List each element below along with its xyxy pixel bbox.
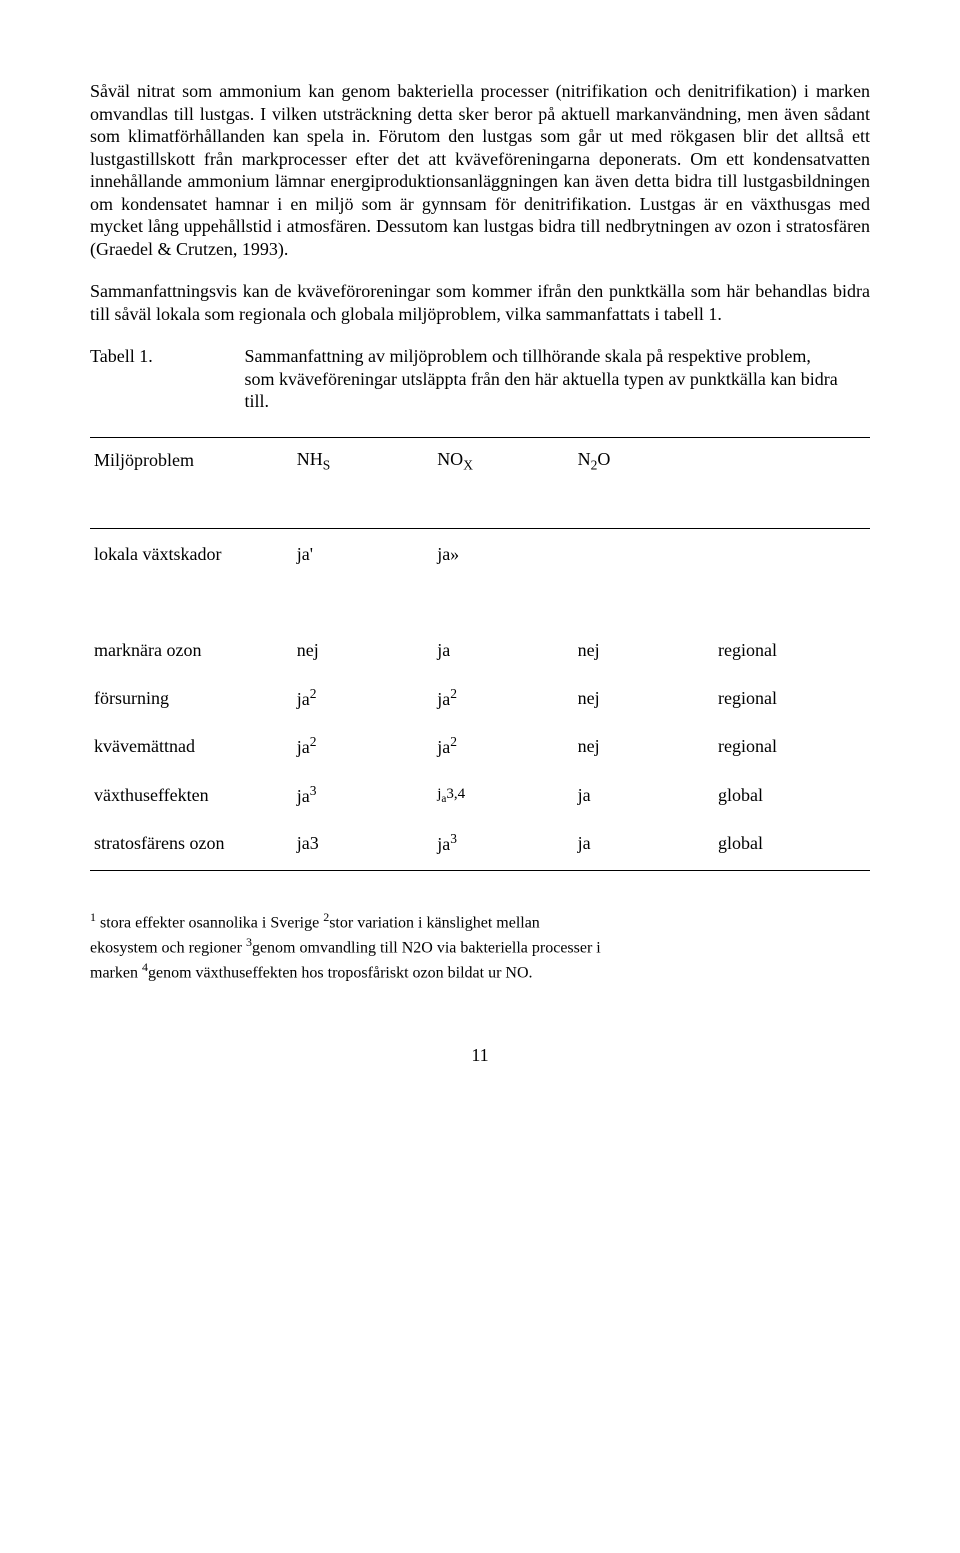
- cell: ja3,4: [433, 775, 573, 824]
- cell: global: [714, 823, 870, 870]
- cell: regional: [714, 631, 870, 678]
- table-row: marknära ozon nej ja nej regional: [90, 631, 870, 678]
- cell: ja3: [293, 823, 433, 870]
- table-caption-text: Sammanfattning av miljöproblem och tillh…: [245, 345, 845, 413]
- row-label: lokala växtskador: [90, 528, 293, 579]
- row-label: växthuseffekten: [90, 775, 293, 824]
- cell: ja»: [433, 528, 573, 579]
- cell: [574, 528, 714, 579]
- table-row: lokala växtskador ja' ja»: [90, 528, 870, 579]
- row-label: stratosfärens ozon: [90, 823, 293, 870]
- header-miljoproblem: Miljöproblem: [90, 437, 293, 488]
- cell: ja2: [433, 678, 573, 727]
- cell: regional: [714, 678, 870, 727]
- row-label: marknära ozon: [90, 631, 293, 678]
- header-empty: [714, 437, 870, 488]
- cell: ja2: [293, 726, 433, 775]
- table-label: Tabell 1.: [90, 345, 240, 368]
- cell: ja2: [433, 726, 573, 775]
- table-row: stratosfärens ozon ja3 ja3 ja global: [90, 823, 870, 870]
- table-row: försurning ja2 ja2 nej regional: [90, 678, 870, 727]
- cell: ja3: [293, 775, 433, 824]
- row-label: kvävemättnad: [90, 726, 293, 775]
- row-label: försurning: [90, 678, 293, 727]
- cell: ja: [574, 775, 714, 824]
- paragraph-2: Sammanfattningsvis kan de kväveförorenin…: [90, 280, 870, 325]
- cell: nej: [293, 631, 433, 678]
- cell: regional: [714, 726, 870, 775]
- footnote: 1 stora effekter osannolika i Sverige 2s…: [90, 909, 610, 984]
- paragraph-1: Såväl nitrat som ammonium kan genom bakt…: [90, 80, 870, 260]
- cell: ja3: [433, 823, 573, 870]
- environmental-table: Miljöproblem NHS NOX N2O lokala växtskad…: [90, 437, 870, 871]
- table-header-row: Miljöproblem NHS NOX N2O: [90, 437, 870, 488]
- cell: nej: [574, 678, 714, 727]
- cell: nej: [574, 631, 714, 678]
- table-row: växthuseffekten ja3 ja3,4 ja global: [90, 775, 870, 824]
- cell: nej: [574, 726, 714, 775]
- page-number: 11: [90, 1044, 870, 1067]
- header-nhs: NHS: [293, 437, 433, 488]
- cell: ja: [433, 631, 573, 678]
- table-caption: Tabell 1. Sammanfattning av miljöproblem…: [90, 345, 870, 413]
- cell: [714, 528, 870, 579]
- cell: ja2: [293, 678, 433, 727]
- header-n2o: N2O: [574, 437, 714, 488]
- header-nox: NOX: [433, 437, 573, 488]
- table-row: kvävemättnad ja2 ja2 nej regional: [90, 726, 870, 775]
- cell: ja: [574, 823, 714, 870]
- cell: global: [714, 775, 870, 824]
- cell: ja': [293, 528, 433, 579]
